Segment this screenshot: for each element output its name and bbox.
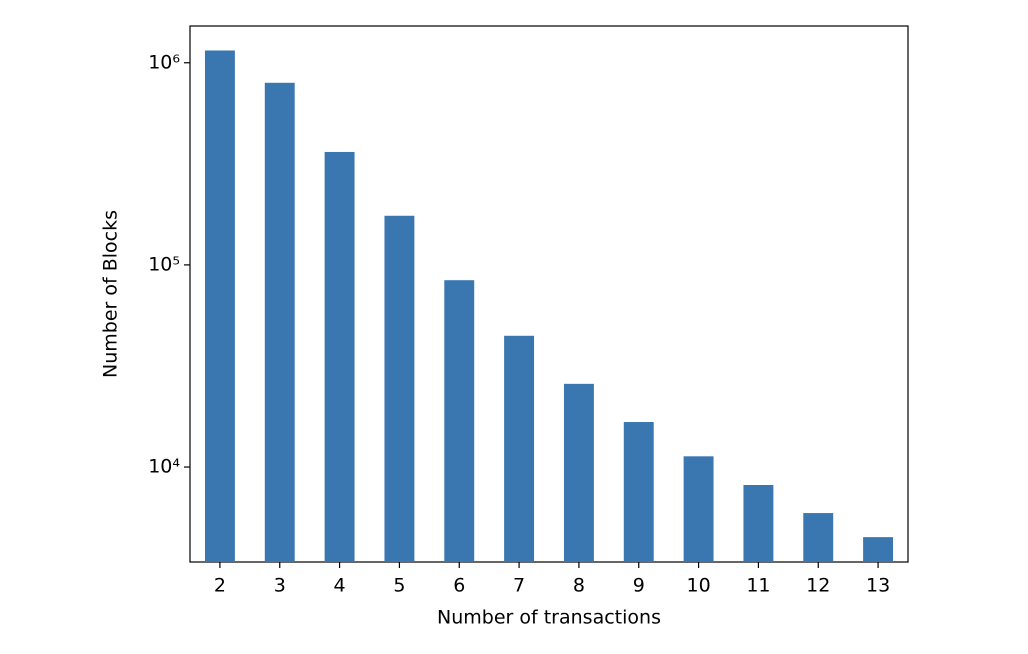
bar <box>683 456 714 562</box>
y-tick-label: 10⁵ <box>148 253 180 275</box>
plot-frame <box>189 25 909 563</box>
x-tick-label: 10 <box>686 575 710 597</box>
y-tick-label: 10⁴ <box>148 456 180 478</box>
x-tick-label: 11 <box>746 575 770 597</box>
x-tick-label: 5 <box>393 575 405 597</box>
x-tick-label: 3 <box>274 575 286 597</box>
x-tick-label: 8 <box>573 575 585 597</box>
y-tick-label: 10⁶ <box>148 51 180 73</box>
x-tick-label: 12 <box>806 575 830 597</box>
x-tick-label: 6 <box>453 575 465 597</box>
y-axis-label: Number of Blocks <box>100 210 122 378</box>
bar <box>803 513 834 562</box>
bar <box>444 280 475 562</box>
bar <box>623 422 654 562</box>
bar <box>863 537 894 562</box>
bar <box>743 484 774 562</box>
bar <box>204 50 235 562</box>
bar <box>504 335 535 562</box>
bar <box>264 82 295 562</box>
x-axis-label: Number of transactions <box>437 607 661 629</box>
x-tick-label: 4 <box>334 575 346 597</box>
x-tick-label: 9 <box>633 575 645 597</box>
bar <box>563 383 594 562</box>
x-tick-label: 2 <box>214 575 226 597</box>
x-tick-label: 7 <box>513 575 525 597</box>
bar <box>384 215 415 562</box>
x-tick-label: 13 <box>866 575 890 597</box>
bar <box>324 151 355 563</box>
